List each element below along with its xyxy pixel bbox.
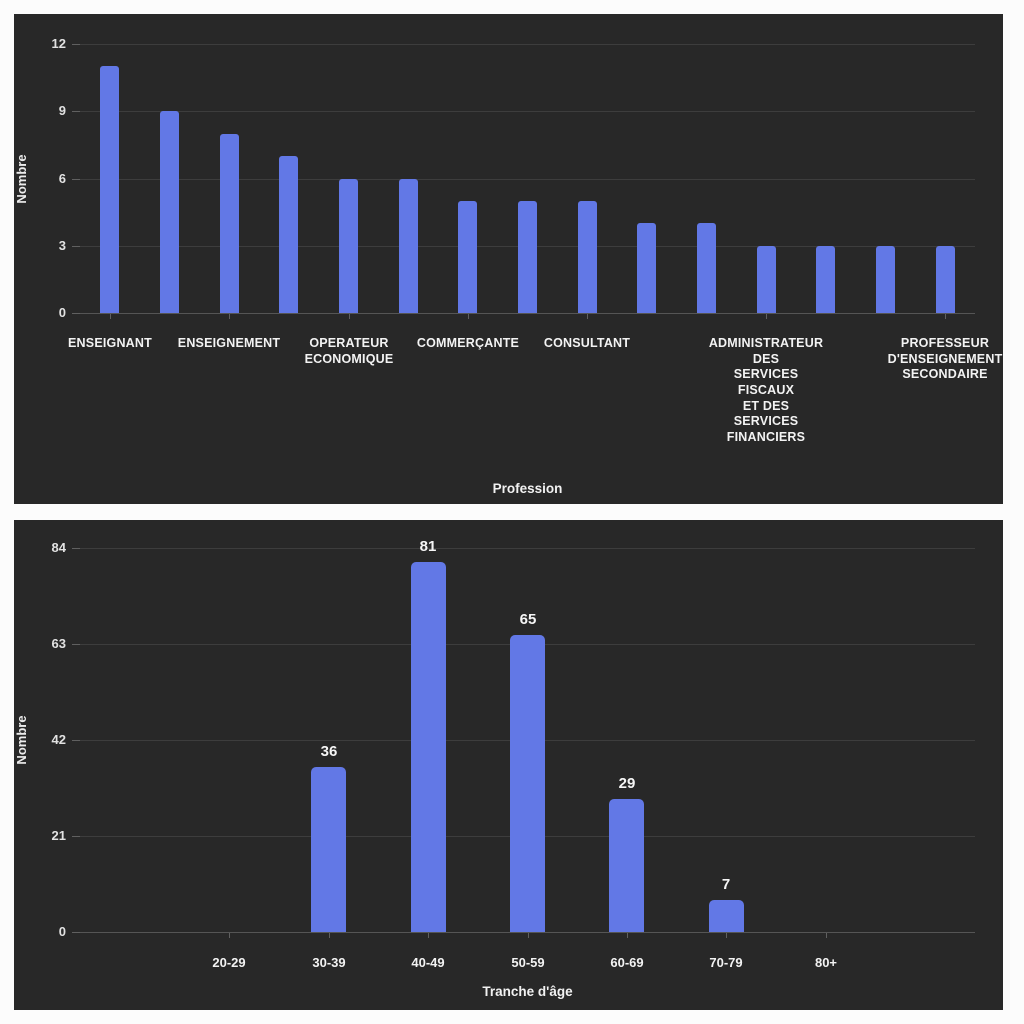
y-tick-label: 21 xyxy=(51,828,66,843)
x-category-label: 70-79 xyxy=(709,955,743,970)
bar xyxy=(637,223,656,313)
x-axis-tick-mark xyxy=(329,933,330,938)
age-chart-panel: Nombre Tranche d'âge 0 21 42 63 84 20-29 36 30-… xyxy=(14,520,1003,1010)
x-category-label: ADMINISTRATEUR DES SERVICES FISCAUX ET D… xyxy=(708,336,824,444)
bar xyxy=(709,900,744,932)
gridline xyxy=(80,313,975,314)
bar xyxy=(411,562,446,932)
bar xyxy=(876,246,895,313)
x-category-label: 80+ xyxy=(814,955,838,970)
x-category-label: 20-29 xyxy=(212,955,246,970)
x-axis-tick-mark xyxy=(945,314,946,319)
x-category-label: COMMERÇANTE xyxy=(416,336,520,350)
bar xyxy=(510,635,545,932)
y-axis-tick-mark xyxy=(72,111,80,112)
gridline xyxy=(80,111,975,112)
x-axis-tick-mark xyxy=(726,933,727,938)
y-axis-tick-mark xyxy=(72,740,80,741)
x-axis-tick-mark xyxy=(468,314,469,319)
bar xyxy=(279,156,298,313)
x-category-label: 60-69 xyxy=(610,955,644,970)
bar xyxy=(311,767,346,932)
y-axis-tick-mark xyxy=(72,932,80,933)
x-axis-tick-mark xyxy=(110,314,111,319)
x-axis-tick-mark xyxy=(766,314,767,319)
bar xyxy=(220,134,239,313)
profession-chart-panel: Nombre Profession 0 3 6 9 12 ENSEIGNANT ENSEIG… xyxy=(14,14,1003,504)
bar xyxy=(816,246,835,313)
x-category-label: OPERATEUR ECONOMIQUE xyxy=(304,336,394,366)
x-category-label: CONSULTANT xyxy=(543,336,631,350)
bar-value-label: 36 xyxy=(320,743,338,760)
x-category-label: 40-49 xyxy=(411,955,445,970)
x-axis-tick-mark xyxy=(229,933,230,938)
bar-value-label: 65 xyxy=(519,611,537,628)
y-tick-label: 6 xyxy=(58,171,66,186)
profession-x-axis-title: Profession xyxy=(492,481,563,496)
gridline xyxy=(80,548,975,549)
y-tick-label: 12 xyxy=(51,36,66,51)
x-axis-tick-mark xyxy=(349,314,350,319)
bar xyxy=(757,246,776,313)
bar xyxy=(399,179,418,313)
y-axis-tick-mark xyxy=(72,313,80,314)
y-tick-label: 3 xyxy=(58,238,66,253)
y-axis-tick-mark xyxy=(72,44,80,45)
y-tick-label: 84 xyxy=(51,540,66,555)
bar-value-label: 7 xyxy=(721,876,731,893)
x-category-label: 50-59 xyxy=(511,955,545,970)
y-tick-label: 0 xyxy=(58,305,66,320)
bar xyxy=(518,201,537,313)
gridline xyxy=(80,179,975,180)
gridline xyxy=(80,44,975,45)
y-axis-tick-mark xyxy=(72,179,80,180)
y-tick-label: 42 xyxy=(51,732,66,747)
y-tick-label: 63 xyxy=(51,636,66,651)
age-x-axis-title: Tranche d'âge xyxy=(482,984,573,999)
bar xyxy=(458,201,477,313)
bar xyxy=(100,66,119,313)
x-category-label: ENSEIGNEMENT xyxy=(177,336,281,350)
bar xyxy=(697,223,716,313)
bar xyxy=(578,201,597,313)
y-axis-tick-mark xyxy=(72,644,80,645)
x-category-label: 30-39 xyxy=(312,955,346,970)
bar-value-label: 29 xyxy=(618,775,636,792)
x-category-label: ENSEIGNANT xyxy=(68,336,152,350)
x-axis-tick-mark xyxy=(229,314,230,319)
x-category-label: PROFESSEUR D'ENSEIGNEMENT SECONDAIRE xyxy=(887,336,1003,382)
x-axis-tick-mark xyxy=(428,933,429,938)
gridline xyxy=(80,932,975,933)
x-axis-tick-mark xyxy=(826,933,827,938)
bar xyxy=(160,111,179,313)
bar xyxy=(936,246,955,313)
y-axis-tick-mark xyxy=(72,548,80,549)
y-axis-tick-mark xyxy=(72,246,80,247)
bar xyxy=(609,799,644,932)
bar-value-label: 81 xyxy=(419,538,437,555)
x-axis-tick-mark xyxy=(528,933,529,938)
x-axis-tick-mark xyxy=(627,933,628,938)
y-tick-label: 0 xyxy=(58,924,66,939)
y-tick-label: 9 xyxy=(58,103,66,118)
bar xyxy=(339,179,358,313)
x-axis-tick-mark xyxy=(587,314,588,319)
y-axis-tick-mark xyxy=(72,836,80,837)
